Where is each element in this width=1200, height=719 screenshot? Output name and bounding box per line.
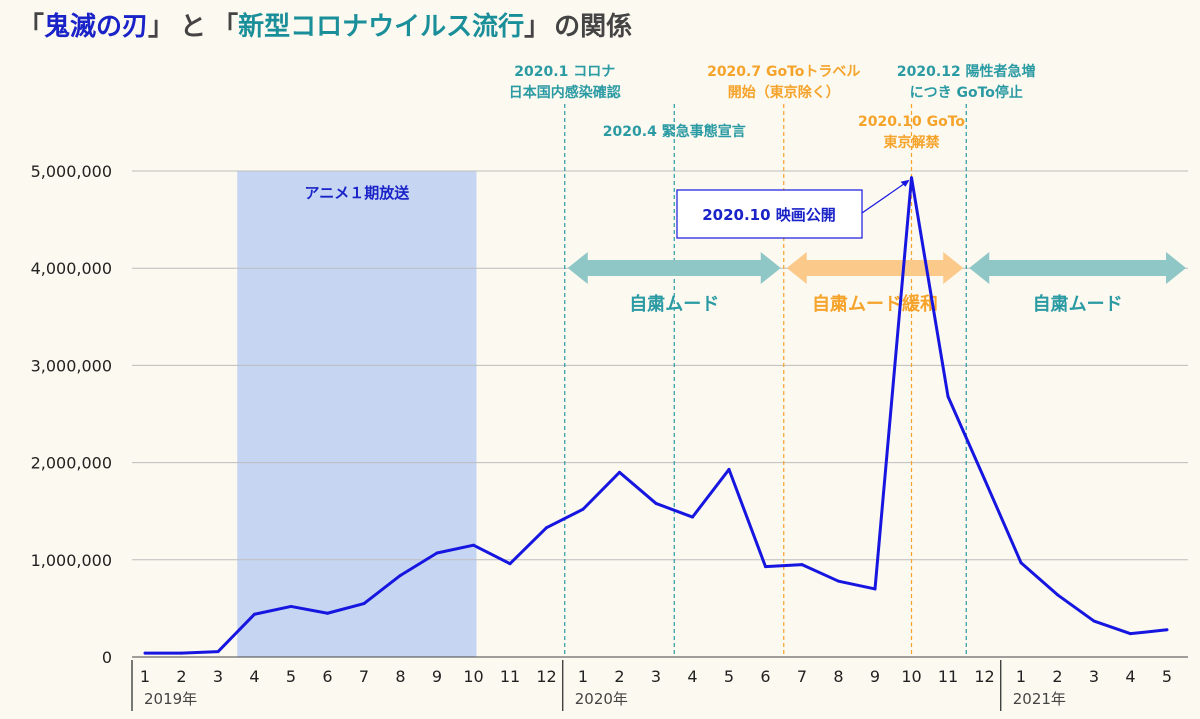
data-point [727, 467, 731, 471]
title-bracket-close-2: 」 [524, 12, 551, 42]
data-point [1092, 619, 1096, 623]
x-tick-label: 5 [286, 667, 296, 686]
event-label: 2020.12 陽性者急増 [897, 63, 1036, 80]
event-label: 東京解禁 [884, 134, 940, 151]
x-tick-label: 1 [578, 667, 588, 686]
event-label: 日本国内感染確認 [509, 84, 621, 101]
chart-title: 「鬼滅の刃」と「新型コロナウイルス流行」 の関係 [18, 6, 632, 43]
title-to: と [180, 12, 207, 42]
mood-label: 自粛ムード [629, 293, 719, 315]
year-label: 2019年 [144, 690, 197, 708]
data-point [1056, 593, 1059, 597]
y-tick-label: 2,000,000 [31, 454, 112, 473]
data-point [910, 176, 913, 180]
x-tick-label: 12 [974, 667, 994, 686]
x-tick-label: 3 [651, 667, 661, 686]
title-bracket-open-2: 「 [212, 12, 239, 42]
x-tick-label: 9 [432, 667, 442, 686]
x-tick-label: 5 [724, 667, 734, 686]
event-label: 2020.4 緊急事態宣言 [603, 123, 746, 140]
data-point [654, 501, 658, 505]
callout-text: 2020.10 映画公開 [702, 206, 836, 224]
data-point [800, 563, 804, 567]
title-corona: 新型コロナウイルス流行 [238, 12, 525, 42]
title-relation: の関係 [554, 12, 633, 42]
x-tick-label: 3 [1089, 667, 1099, 686]
event-label: 2020.1 コロナ [514, 64, 615, 80]
data-point [837, 579, 840, 583]
x-tick-label: 3 [213, 667, 223, 686]
x-tick-label: 11 [500, 667, 520, 686]
data-point [691, 515, 694, 519]
y-tick-label: 5,000,000 [31, 162, 112, 181]
data-point [326, 611, 329, 615]
data-point [253, 612, 256, 616]
x-tick-label: 6 [322, 667, 332, 686]
mood-label: 自粛ムード [1033, 293, 1123, 315]
data-point [764, 565, 767, 569]
callout-box [676, 189, 863, 239]
mood-label: 自粛ムード緩和 [812, 293, 938, 315]
x-tick-label: 9 [870, 667, 880, 686]
data-point [946, 395, 950, 399]
year-label: 2021年 [1013, 690, 1066, 708]
x-tick-label: 7 [797, 667, 807, 686]
title-bracket-open-1: 「 [18, 12, 45, 42]
mood-arrow [567, 252, 781, 284]
x-tick-label: 7 [359, 667, 369, 686]
x-tick-label: 12 [536, 667, 556, 686]
y-tick-label: 0 [102, 648, 112, 667]
x-tick-label: 2 [614, 667, 624, 686]
data-point [508, 562, 512, 566]
data-point [472, 543, 475, 547]
data-point [399, 573, 402, 577]
title-kimetsu: 鬼滅の刃 [44, 12, 149, 42]
event-label: 2020.10 GoTo [858, 114, 965, 130]
data-point [143, 651, 147, 655]
anime-broadcast-band [237, 171, 477, 657]
x-tick-label: 2 [176, 667, 186, 686]
mood-arrow [786, 252, 964, 284]
y-tick-label: 3,000,000 [31, 356, 112, 375]
x-tick-label: 4 [249, 667, 259, 686]
x-tick-label: 11 [938, 667, 958, 686]
data-point [1019, 561, 1023, 565]
anime-band-label: アニメ１期放送 [305, 184, 411, 202]
x-tick-label: 6 [760, 667, 770, 686]
callout-arrowhead [900, 179, 910, 187]
data-point [289, 604, 293, 608]
x-tick-label: 5 [1162, 667, 1172, 686]
x-tick-label: 4 [687, 667, 697, 686]
mood-arrow [969, 252, 1186, 284]
x-tick-label: 10 [901, 667, 921, 686]
data-point [1129, 632, 1132, 636]
x-tick-label: 10 [463, 667, 483, 686]
x-tick-label: 1 [1016, 667, 1026, 686]
data-point [180, 651, 183, 655]
data-point [983, 477, 986, 481]
data-point [1165, 628, 1169, 632]
x-tick-label: 8 [395, 667, 405, 686]
data-point [618, 470, 621, 474]
y-tick-label: 1,000,000 [31, 551, 112, 570]
event-label: につき GoTo停止 [910, 84, 1023, 101]
event-label: 開始（東京除く） [728, 84, 840, 101]
x-tick-label: 8 [833, 667, 843, 686]
event-label: 2020.7 GoToトラベル [707, 64, 860, 80]
data-point [362, 602, 366, 606]
title-bracket-close-1: 」 [148, 12, 175, 42]
y-tick-label: 4,000,000 [31, 259, 112, 278]
x-tick-label: 1 [140, 667, 150, 686]
x-tick-label: 2 [1052, 667, 1062, 686]
callout-pointer [861, 180, 909, 214]
data-point [545, 526, 548, 530]
data-point [873, 587, 877, 591]
data-point [216, 650, 220, 654]
data-point [435, 551, 439, 555]
x-tick-label: 4 [1125, 667, 1135, 686]
data-point [581, 507, 585, 511]
year-label: 2020年 [575, 690, 628, 708]
